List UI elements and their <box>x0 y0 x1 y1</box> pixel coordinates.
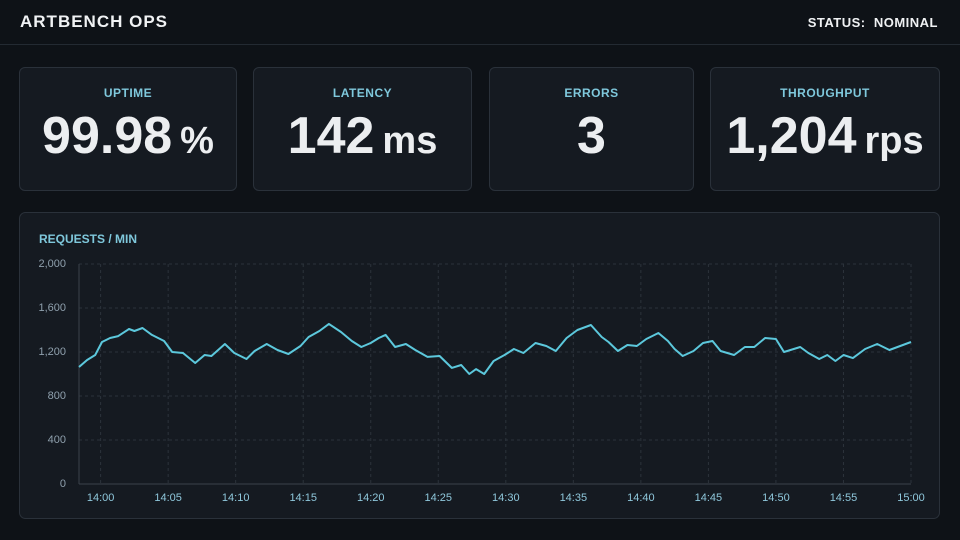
app-title: ARTBENCH OPS <box>20 12 169 31</box>
x-tick-label: 14:10 <box>222 492 250 504</box>
x-tick-label: 14:55 <box>830 492 858 504</box>
kpi-number: 99.98 <box>42 107 173 165</box>
y-tick-label: 800 <box>48 390 66 402</box>
kpi-unit: ms <box>382 120 438 162</box>
kpi-number: 3 <box>577 107 606 165</box>
y-tick-label: 400 <box>48 434 66 446</box>
kpi-value: 3 <box>490 106 693 166</box>
kpi-label: LATENCY <box>332 86 393 100</box>
kpi-value: 1,204 rps <box>711 106 939 166</box>
x-tick-label: 14:35 <box>560 492 588 504</box>
chart-panel <box>19 212 940 519</box>
x-tick-label: 15:00 <box>897 492 925 504</box>
y-tick-label: 1,200 <box>38 346 66 358</box>
chart-title: REQUESTS / MIN <box>39 232 137 246</box>
kpi-card: LATENCY 142 ms <box>253 67 472 191</box>
kpi-label: UPTIME <box>103 86 153 100</box>
kpi-card: UPTIME 99.98% <box>19 67 237 191</box>
kpi-unit: % <box>180 120 214 162</box>
kpi-number: 142 <box>287 107 375 165</box>
x-tick-label: 14:15 <box>289 492 317 504</box>
kpi-card: THROUGHPUT 1,204 rps <box>710 67 940 191</box>
kpi-number: 1,204 <box>726 107 857 165</box>
y-tick-label: 0 <box>60 478 66 490</box>
kpi-label: ERRORS <box>564 86 619 100</box>
x-tick-label: 14:25 <box>425 492 453 504</box>
y-tick-label: 1,600 <box>38 302 66 314</box>
series-line <box>78 322 912 375</box>
kpi-unit: rps <box>864 120 924 162</box>
kpi-value: 142 ms <box>254 106 471 166</box>
kpi-value: 99.98% <box>20 106 236 166</box>
kpi-label: THROUGHPUT <box>780 86 870 100</box>
y-tick-label: 2,000 <box>38 258 66 270</box>
status: STATUS: NOMINAL <box>807 15 938 30</box>
x-tick-label: 14:50 <box>762 492 790 504</box>
x-tick-label: 14:20 <box>357 492 385 504</box>
x-tick-label: 14:40 <box>627 492 655 504</box>
x-tick-label: 14:30 <box>492 492 520 504</box>
kpi-card: ERRORS 3 <box>489 67 694 191</box>
x-tick-label: 14:00 <box>87 492 115 504</box>
x-tick-label: 14:45 <box>695 492 723 504</box>
x-tick-label: 14:05 <box>154 492 182 504</box>
